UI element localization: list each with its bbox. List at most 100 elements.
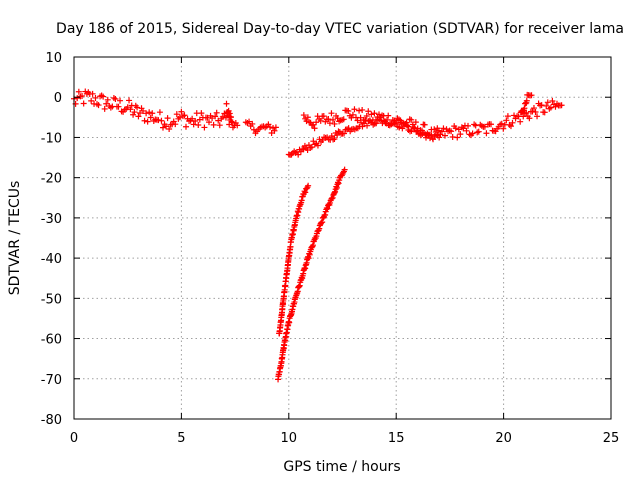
data-point [198,110,205,117]
data-point [158,117,165,124]
data-point [308,144,315,151]
data-point [436,134,443,141]
data-point [201,124,208,131]
data-point [517,118,524,125]
data-point [528,92,535,99]
data-point [397,119,404,126]
data-point [223,100,230,107]
data-point [403,122,410,129]
data-point [349,111,356,118]
data-point [172,121,179,128]
data-point [212,113,219,120]
data-point [360,120,367,127]
data-point [412,119,419,126]
data-point [196,116,203,123]
x-tick-label: 0 [70,431,78,446]
data-point [89,90,96,97]
y-tick-label: -80 [41,413,62,428]
data-point [452,125,459,132]
data-point [357,119,364,126]
data-point [383,116,390,123]
data-point [163,123,170,130]
data-point [368,111,375,118]
data-point [104,96,111,103]
data-point [314,142,321,149]
data-point [219,113,226,120]
series-spike-21h [517,91,535,116]
data-point [149,110,156,117]
x-axis-title: GPS time / hours [283,459,400,475]
plot-frame [73,56,612,420]
data-point [463,127,470,134]
data-point [176,114,183,121]
data-point [465,122,472,129]
data-point [413,128,420,135]
data-point [88,97,95,104]
data-point [509,119,516,126]
data-point [558,102,565,109]
data-point [136,110,143,117]
data-point [213,109,220,116]
data-point [313,119,320,126]
data-point [126,97,133,104]
data-point [396,124,403,131]
data-point [331,120,338,127]
data-point [117,97,124,104]
data-point [95,102,102,109]
data-point [430,136,437,143]
data-point [385,112,392,119]
data-point [246,118,253,125]
data-point [166,126,173,133]
y-tick-label: -20 [41,172,62,187]
data-point [408,127,415,134]
data-point [371,110,378,117]
series-drop-curve-b [275,166,348,383]
data-point [541,109,548,116]
data-point [303,118,310,125]
data-point [441,132,448,139]
data-point [498,120,505,127]
data-point [164,115,171,122]
data-point [488,121,495,128]
data-point [325,116,332,123]
data-point [310,138,317,145]
data-point [134,104,141,111]
data-point [227,113,234,120]
data-point [183,123,190,130]
data-point [295,151,302,158]
data-point [365,108,372,115]
data-point [345,125,352,132]
data-point [500,125,507,132]
data-point [547,104,554,111]
data-point [325,201,332,208]
data-point [331,135,338,142]
data-point [189,115,196,122]
data-point [472,122,479,129]
data-point [530,105,537,112]
data-point [549,97,556,104]
data-point [504,113,511,120]
y-tick-label: -50 [41,292,62,307]
data-point [324,205,331,212]
data-point [523,109,530,116]
data-point [272,124,279,131]
data-point [543,102,550,109]
data-point [112,96,119,103]
data-point [341,166,348,173]
data-point [455,126,462,133]
y-tick-label: -30 [41,212,62,227]
data-point [234,122,241,129]
data-point [100,93,107,100]
y-tick-label: -70 [41,373,62,388]
data-point [178,108,185,115]
data-point [195,122,202,129]
data-point [270,125,277,132]
data-point [328,132,335,139]
data-point [192,117,199,124]
data-point [146,109,153,116]
data-point [340,169,347,176]
data-point [131,109,138,116]
data-point [526,115,533,122]
data-point [359,106,366,113]
data-point [267,124,274,131]
